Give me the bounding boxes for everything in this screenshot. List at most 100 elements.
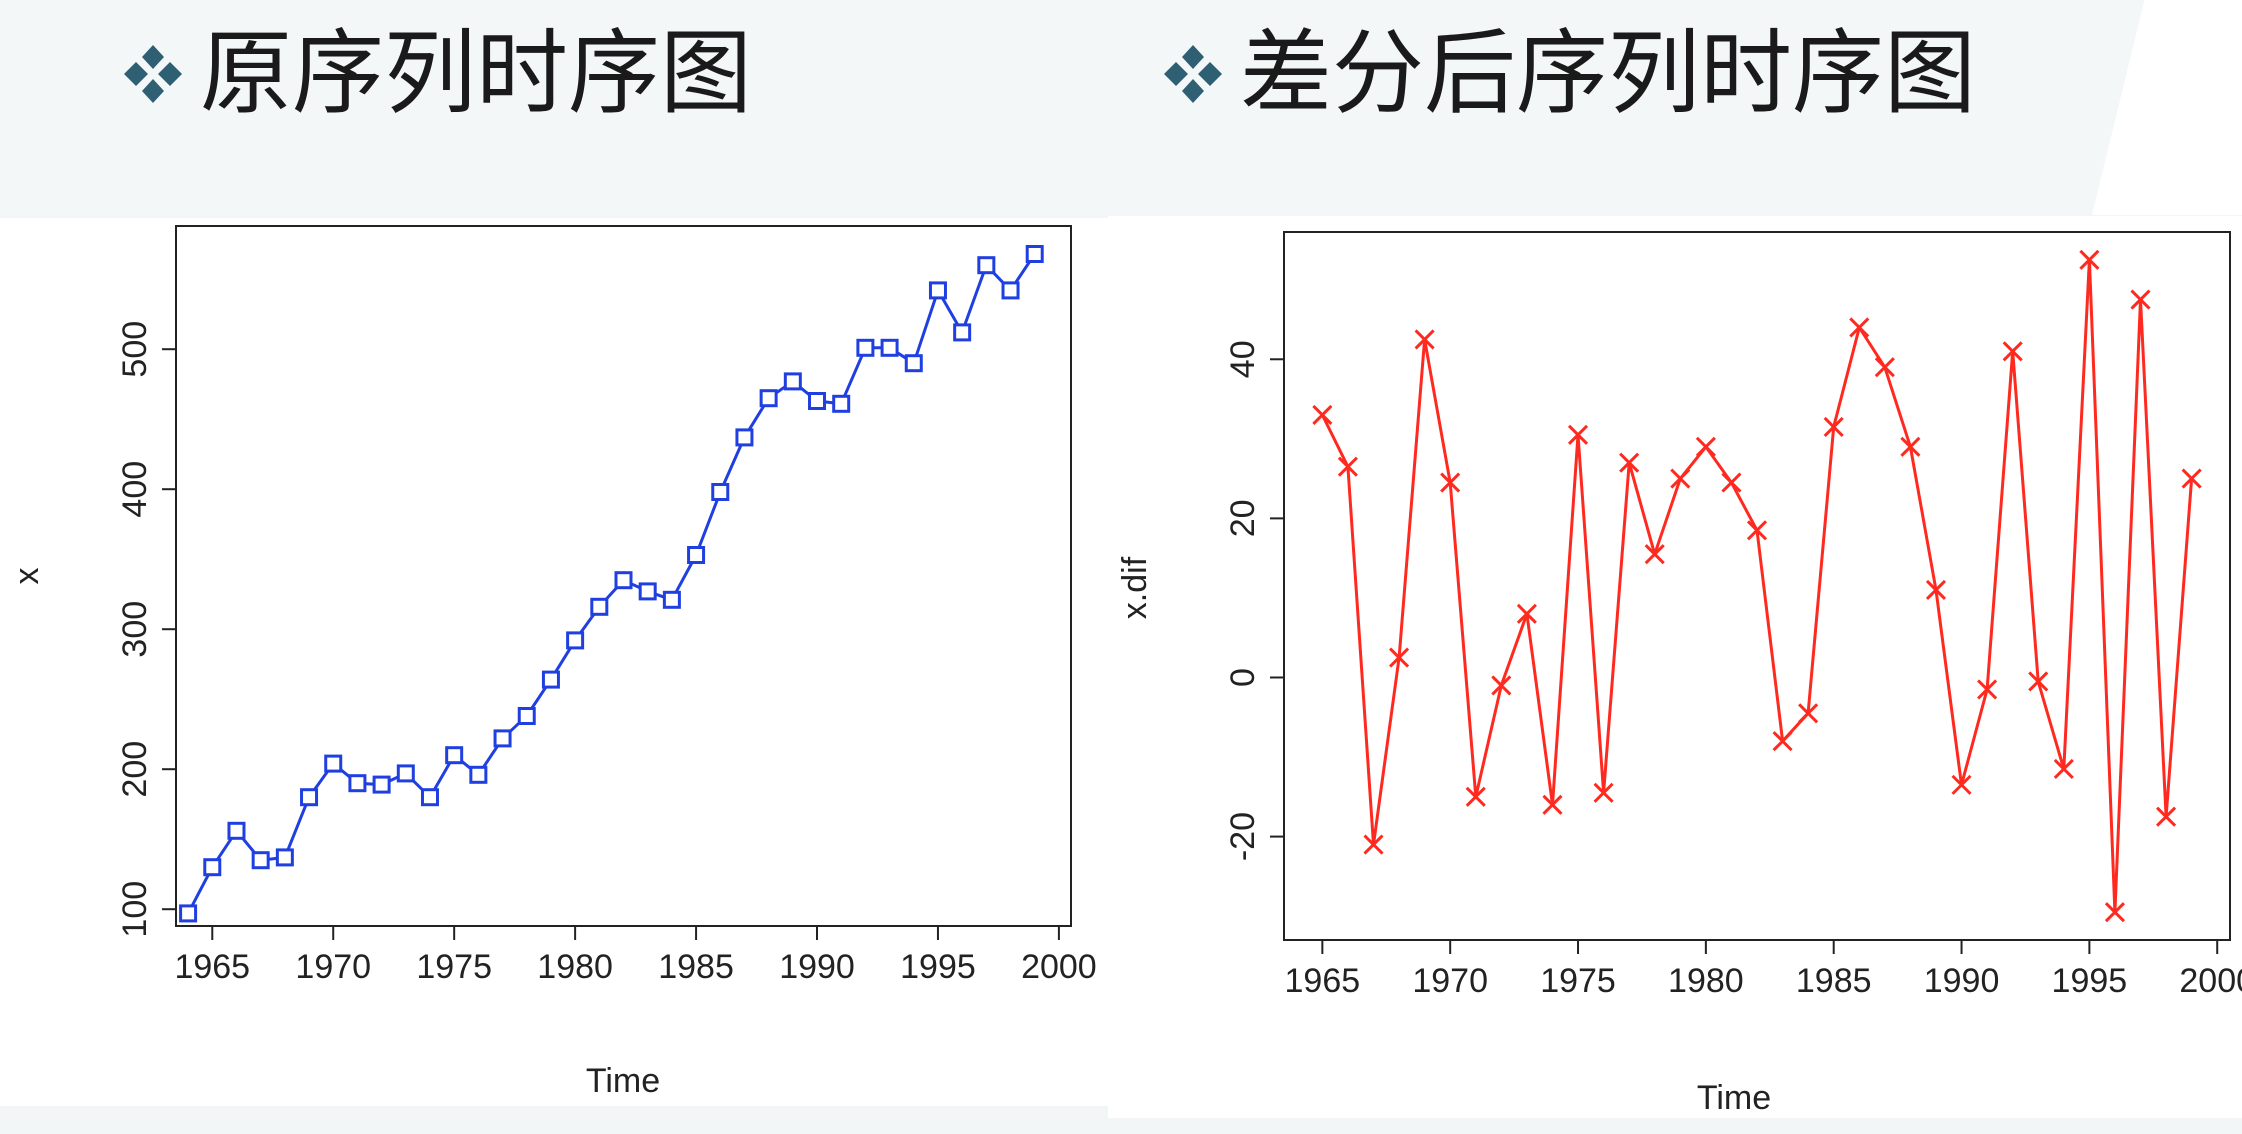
data-point-square [469, 765, 488, 784]
data-point-x-stroke [1363, 834, 1384, 855]
data-point-x-stroke [1900, 436, 1921, 457]
data-point-x-stroke [1491, 675, 1512, 696]
data-point-x [1951, 774, 1972, 795]
data-point-x-stroke [1977, 679, 1998, 700]
data-point-x [1619, 452, 1640, 473]
data-point-x-stroke [1516, 603, 1537, 624]
original-series-chart: 1965 1970 1975 1980 1985 1990 1995 2000 100 200 30… [8, 225, 1097, 1100]
data-point-square [348, 774, 367, 793]
x-tick-label: 1995 [2052, 962, 2128, 1000]
data-point-x-stroke [1440, 472, 1461, 493]
differenced-series-chart: 1965 1970 1975 1980 1985 1990 1995 2000 -20 0 20 40… [1116, 231, 2242, 1117]
data-point-x [1695, 436, 1716, 457]
data-point-square [396, 764, 415, 783]
chart-panel-differenced: 1965 1970 1975 1980 1985 1990 1995 2000 -20 0 20 40… [1108, 216, 2242, 1118]
data-point-x-stroke [1644, 544, 1665, 565]
data-point-x [1644, 544, 1665, 565]
data-point-x [2028, 671, 2049, 692]
diamond-cluster-icon [1164, 45, 1222, 103]
data-point-x [2181, 468, 2202, 489]
slide-title-left-text: 原序列时序图 [200, 20, 753, 127]
data-point-x-stroke [1388, 647, 1410, 668]
data-point-square [541, 670, 560, 689]
data-point-x [2130, 289, 2151, 310]
x-tick-label: 1965 [174, 948, 250, 986]
data-point-x [1440, 472, 1461, 493]
y-tick-label: 0 [1224, 668, 1262, 687]
data-point-x-stroke [1337, 456, 1358, 477]
data-point-x [1900, 436, 1921, 457]
data-point-square [300, 788, 319, 807]
data-point-x-stroke [2002, 341, 2023, 362]
data-point-x-stroke [1721, 472, 1742, 493]
data-point-x [2079, 249, 2100, 270]
data-point-x [1337, 456, 1358, 477]
data-point-x-stroke [1849, 317, 1870, 338]
data-point-x [1977, 679, 1998, 700]
data-point-x [1567, 424, 1589, 445]
x-tick-label: 1970 [1412, 962, 1488, 1000]
data-point-x-stroke [2156, 806, 2177, 827]
data-point-x [1670, 468, 1691, 489]
data-point-x-stroke [1798, 703, 1819, 724]
x-tick-label: 1985 [658, 948, 734, 986]
data-point-x-stroke [1695, 436, 1716, 457]
data-point-x-stroke [1593, 782, 1614, 803]
x-tick-label: 1995 [900, 948, 976, 986]
data-point-x-stroke [1567, 424, 1589, 445]
x-tick-label: 1980 [1668, 962, 1744, 1000]
data-point-x [1874, 357, 1895, 378]
data-point-square [928, 281, 947, 300]
data-point-x [1363, 834, 1384, 855]
data-point-x-stroke [1772, 731, 1793, 752]
data-point-x [1465, 786, 1486, 807]
x-axis-label: Time [1697, 1079, 1771, 1117]
x-tick-label: 1970 [295, 948, 371, 986]
data-point-x [1388, 647, 1410, 668]
data-point-x-stroke [1465, 786, 1486, 807]
data-point-square [1025, 245, 1044, 263]
data-point-x [2053, 758, 2074, 780]
data-point-x [2104, 902, 2126, 923]
x-tick-label: 1990 [779, 948, 855, 986]
data-point-x [1746, 520, 1768, 541]
data-point-x-stroke [1823, 416, 1844, 437]
data-point-x-stroke [1414, 329, 1435, 350]
x-tick-label: 1985 [1796, 962, 1872, 1000]
data-point-square [493, 729, 512, 748]
data-point-square [904, 354, 923, 373]
data-point-square [759, 389, 778, 408]
data-point-x [2156, 806, 2177, 827]
x-axis-label: Time [586, 1062, 660, 1100]
data-point-x-stroke [2130, 289, 2151, 310]
data-point-square [953, 323, 972, 342]
data-point-square [832, 394, 851, 413]
y-axis-label: x.dif [1116, 556, 1154, 619]
data-point-x [1849, 317, 1870, 338]
data-point-x-stroke [2079, 249, 2100, 270]
data-point-square [638, 582, 657, 601]
slide-title-right: 差分后序列时序图 [1160, 28, 1976, 120]
data-point-x [1798, 703, 1819, 724]
slide-title-right-text: 差分后序列时序图 [1240, 20, 1977, 127]
x-tick-label: 2000 [1021, 948, 1097, 986]
series-line [1321, 258, 2194, 914]
data-point-square [227, 821, 246, 840]
chart-panel-original: 1965 1970 1975 1980 1985 1990 1995 2000 100 200 30… [0, 218, 1108, 1106]
y-tick-label: 300 [116, 601, 154, 658]
data-point-square [372, 775, 391, 794]
data-point-square [275, 848, 294, 867]
y-tick-label: 100 [116, 881, 154, 938]
data-point-x [1516, 603, 1537, 624]
data-point-x-stroke [1670, 468, 1691, 489]
title-band [0, 0, 2242, 215]
x-tick-label: 1975 [1540, 962, 1616, 1000]
data-point-x-stroke [1542, 794, 1563, 815]
data-point-square [662, 590, 681, 609]
data-point-x-stroke [2181, 468, 2202, 489]
series-line [186, 253, 1036, 915]
data-point-x [2002, 341, 2023, 362]
data-point-x [1721, 472, 1742, 493]
y-tick-label: 40 [1224, 340, 1262, 378]
data-point-square [735, 428, 754, 447]
